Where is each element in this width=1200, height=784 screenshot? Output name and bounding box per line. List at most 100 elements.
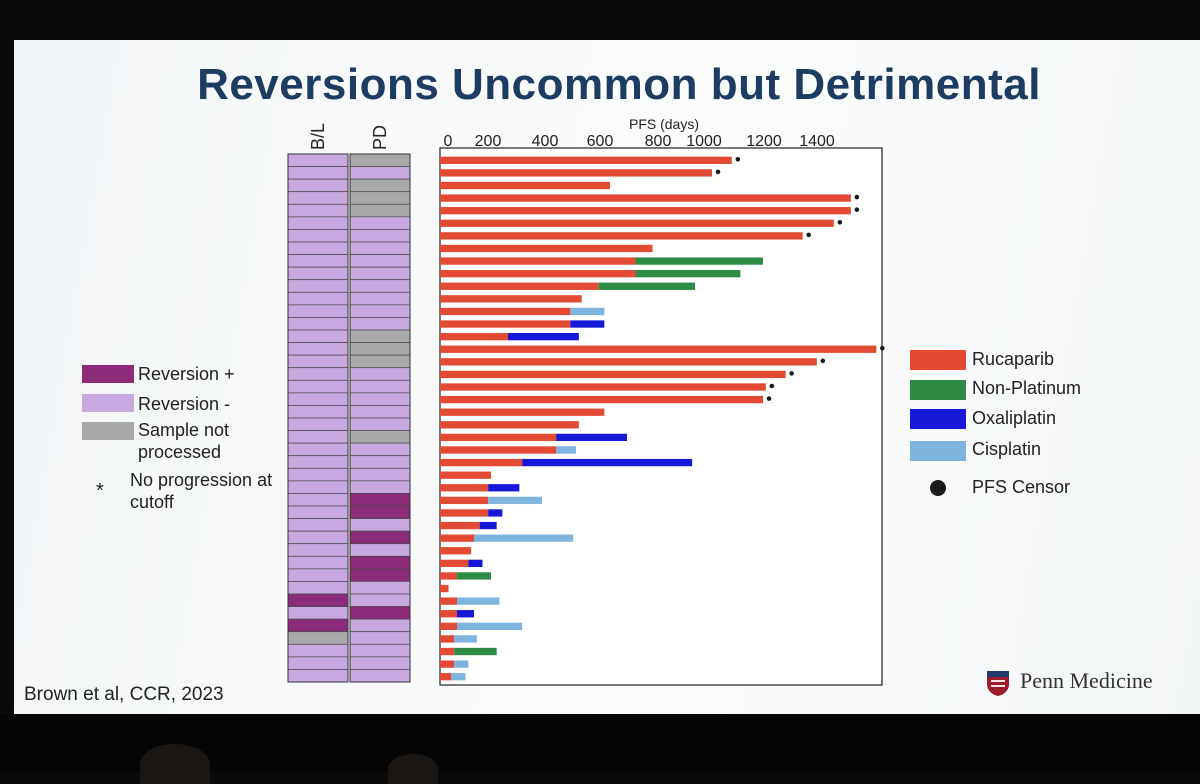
heatmap-cell-progression [349,291,411,306]
bar-segment-cisplatin [451,673,466,681]
bar-segment-rucaparib [440,446,557,454]
legend-swatch-rucaparib [910,350,966,370]
bar-segment-rucaparib [440,194,851,202]
penn-shield-icon [987,671,1009,696]
heatmap-cell-baseline [287,379,349,394]
heatmap-cell-baseline [287,203,349,218]
heatmap-cell-baseline [287,354,349,369]
heatmap-cell-baseline [287,555,349,570]
bar-segment-non-platinum [457,572,491,580]
heatmap-cell-progression [349,216,411,230]
heatmap-cell-baseline [287,505,349,519]
heatmap-cell-baseline [287,178,349,193]
bar-segment-rucaparib [440,509,489,517]
heatmap-cell-baseline [287,166,349,180]
x-tick-label: 800 [645,133,672,150]
x-tick-label: 400 [532,133,559,150]
heatmap-cell-baseline [287,631,349,645]
legend-swatch-not-processed [82,422,134,440]
heatmap-cell-baseline [287,581,349,595]
bar-segment-rucaparib [440,458,523,467]
heatmap-cell-progression [349,631,411,645]
legend-note-label: No progression at cutoff [130,470,273,512]
heatmap-cell-progression [349,153,411,167]
bar-segment-rucaparib [440,421,579,429]
heatmap-cell-progression [349,166,411,180]
legend-label-not-processed: Sample not processed [138,420,230,462]
legend-swatch-reversion-negative [82,394,134,412]
bar-segment-rucaparib [440,181,610,190]
heatmap-cell-baseline [287,656,349,670]
heatmap-cell-baseline [287,643,349,658]
heatmap-cell-progression [349,505,411,519]
audience-foreground [0,714,1200,784]
heatmap-column-frame [349,153,411,683]
slide: Reversions Uncommon but Detrimental B/L P… [14,40,1200,714]
bar-segment-rucaparib [440,295,582,303]
heatmap-cell-progression [349,254,411,268]
bar-segment-rucaparib [440,572,457,580]
legend-censor-dot [930,480,946,496]
heatmap-cell-progression [349,543,411,557]
bar-segment-rucaparib [440,433,557,442]
bar-segment-oxaliplatin [468,559,483,567]
censor-marker [769,383,775,389]
heatmap-cell-baseline [287,304,349,318]
heatmap-cell-progression [349,241,411,255]
censor-marker [837,219,843,225]
bar-segment-rucaparib [440,395,763,404]
heatmap-cell-progression [349,304,411,318]
bar-segment-rucaparib [440,471,491,479]
heatmap-cell-baseline [287,568,349,582]
legend-label-oxaliplatin: Oxaliplatin [972,408,1057,428]
heatmap-cell-baseline [287,254,349,268]
audience-head [140,744,210,784]
heatmap-cell-baseline [287,480,349,494]
heatmap-cell-baseline [287,442,349,457]
heatmap-cell-progression [349,455,411,469]
slide-title: Reversions Uncommon but Detrimental [197,60,1041,109]
censor-marker [715,169,721,175]
heatmap-cell-baseline [287,669,349,683]
heatmap-cell-baseline [287,216,349,230]
heatmap-cell-progression [349,669,411,683]
bar-segment-cisplatin [556,446,576,454]
heatmap-cell-baseline [287,430,349,444]
heatmap-cell-baseline [287,342,349,356]
bar-segment-oxaliplatin [522,458,693,467]
bar-segment-rucaparib [440,282,599,290]
legend-label-non-platinum: Non-Platinum [972,378,1082,398]
legend-note-asterisk: * [96,480,104,502]
bar-segment-rucaparib [440,358,817,366]
heatmap-column-label: PD [370,125,390,150]
chart-area: B/L PD PFS (days) 0 200 400 600 800 1000 1200 1400 [287,116,885,686]
heatmap-cell-progression [349,229,411,243]
heatmap-cell-progression [349,568,411,582]
bar-segment-rucaparib [440,622,457,630]
heatmap-cell-baseline [287,329,349,343]
heatmap-cell-baseline [287,392,349,406]
heatmap-cell-baseline [287,317,349,331]
legend-swatch-oxaliplatin [910,409,966,429]
bar-segment-oxaliplatin [457,610,474,618]
heatmap-cell-progression [349,367,411,381]
censor-marker [766,396,772,401]
heatmap-cell-progression [349,329,411,343]
bar-segment-rucaparib [440,597,457,605]
heatmap-cell-baseline [287,518,349,532]
heatmap-cell-progression [349,191,411,205]
censor-marker [806,232,811,238]
censor-marker [880,345,885,351]
heatmap-column-label: B/L [308,123,328,150]
legend-swatch-non-platinum [910,380,966,400]
bar-segment-rucaparib [440,219,834,227]
heatmap-cell-progression [349,392,411,406]
heatmap-cell-progression [349,656,411,670]
heatmap-cell-baseline [287,291,349,306]
heatmap-cell-progression [349,379,411,394]
heatmap-cell-baseline [287,493,349,507]
heatmap-cell-progression [349,266,411,281]
legend-swatch-reversion-positive [82,365,134,383]
legend-label-censor: PFS Censor [972,477,1071,497]
heatmap-cell-baseline [287,405,349,419]
